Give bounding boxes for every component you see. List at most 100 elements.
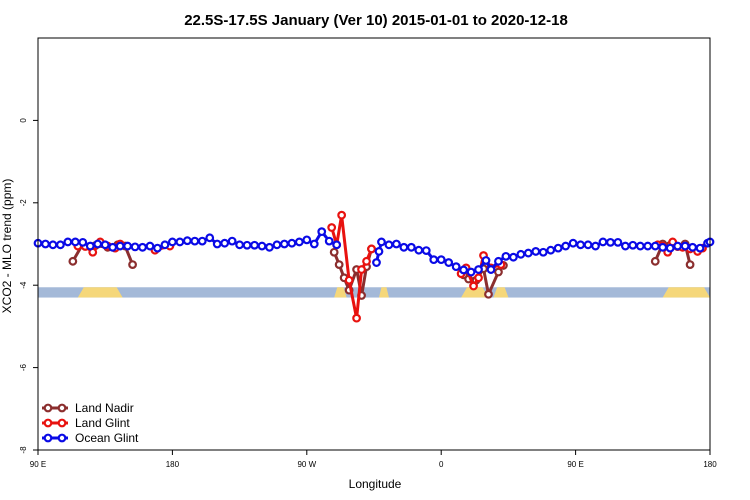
data-point: [481, 256, 491, 265]
data-point: [227, 236, 237, 246]
legend-swatch-marker: [57, 433, 67, 443]
data-point: [576, 240, 585, 250]
data-point: [474, 265, 483, 274]
data-point: [459, 265, 469, 275]
data-point: [272, 240, 282, 250]
data-point: [591, 241, 600, 251]
data-point: [153, 243, 162, 253]
data-point: [399, 242, 409, 252]
data-point: [444, 258, 454, 267]
data-point: [115, 241, 125, 251]
data-point: [392, 239, 401, 249]
data-point: [384, 240, 394, 250]
x-tick-label: 180: [703, 460, 717, 469]
legend-swatch-marker: [43, 433, 53, 443]
data-point: [205, 233, 215, 243]
legend-item: Ocean Glint: [42, 431, 139, 445]
y-tick-label: -2: [19, 199, 28, 207]
data-point: [429, 255, 439, 265]
data-point: [197, 236, 207, 246]
data-point: [265, 242, 274, 252]
data-point: [302, 235, 312, 245]
data-point: [63, 237, 73, 247]
legend-label: Ocean Glint: [75, 431, 139, 445]
y-tick-label: 0: [19, 118, 28, 123]
land-segment: [493, 287, 509, 298]
data-point: [123, 241, 132, 251]
data-point: [451, 262, 461, 272]
data-point: [436, 255, 446, 265]
data-point: [516, 249, 526, 259]
data-point: [531, 247, 541, 256]
legend-swatch-marker: [43, 418, 53, 428]
y-tick-label: -4: [19, 281, 28, 289]
data-point: [41, 239, 50, 249]
x-tick-label: 90 W: [297, 460, 316, 469]
data-point: [235, 240, 245, 250]
data-point: [344, 275, 354, 285]
data-point: [484, 289, 493, 299]
data-point: [501, 251, 511, 261]
data-point: [377, 237, 386, 247]
data-point: [469, 281, 478, 291]
data-point: [561, 241, 571, 251]
y-tick-label: -6: [19, 363, 28, 371]
ocean-band: [38, 287, 710, 298]
series-ocean-glint: [33, 227, 715, 277]
data-point: [362, 256, 371, 266]
data-point: [486, 265, 496, 274]
data-point: [100, 240, 110, 250]
data-point: [367, 244, 376, 254]
data-point: [665, 243, 675, 253]
data-point: [190, 236, 200, 246]
data-point: [70, 237, 80, 247]
legend-swatch-marker: [57, 403, 67, 413]
series-land-glint: [73, 210, 707, 323]
x-axis-label: Longitude: [349, 477, 402, 491]
data-point: [337, 210, 347, 220]
data-point: [85, 241, 95, 251]
data-point: [606, 237, 615, 247]
data-point: [167, 237, 177, 247]
data-point: [538, 247, 548, 257]
data-point: [494, 267, 503, 277]
data-point: [220, 238, 230, 248]
legend-swatch-marker: [43, 403, 53, 413]
data-point: [334, 260, 344, 270]
data-point: [568, 238, 578, 248]
data-point: [329, 247, 339, 257]
data-point: [56, 240, 65, 250]
data-point: [685, 260, 695, 270]
data-point: [474, 273, 483, 283]
data-point: [130, 242, 140, 252]
data-point: [508, 252, 518, 262]
y-tick-label: -8: [19, 446, 28, 454]
data-point: [280, 239, 289, 249]
data-point: [372, 258, 381, 267]
x-tick-label: 180: [166, 460, 180, 469]
data-point: [287, 238, 297, 248]
data-point: [643, 241, 653, 251]
legend-swatch-marker: [57, 418, 67, 428]
data-point: [93, 239, 103, 249]
series-layer: [33, 210, 715, 323]
data-point: [242, 240, 252, 250]
data-point: [327, 223, 337, 232]
chart-title: 22.5S-17.5S January (Ver 10) 2015-01-01 …: [184, 12, 568, 29]
data-point: [414, 245, 424, 255]
land-segment: [334, 287, 347, 298]
data-point: [68, 256, 78, 266]
data-point: [421, 246, 431, 255]
data-point: [494, 256, 503, 266]
x-tick-label: 90 E: [30, 460, 46, 469]
data-point: [175, 237, 185, 247]
data-point: [583, 240, 593, 250]
data-point: [650, 241, 660, 251]
data-point: [309, 239, 319, 249]
data-point: [48, 240, 58, 250]
legend-item: Land Glint: [42, 416, 130, 430]
data-point: [673, 241, 683, 251]
data-point: [598, 237, 608, 247]
